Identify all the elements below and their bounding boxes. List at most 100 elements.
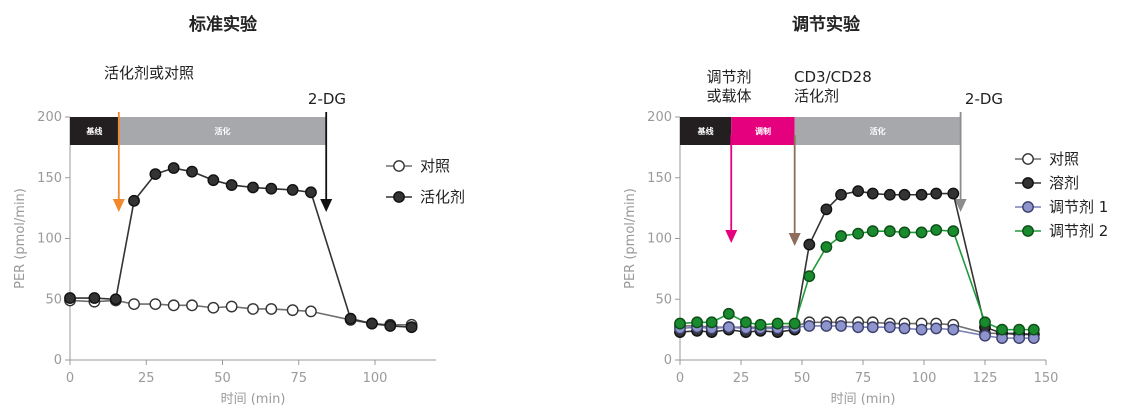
phase-band — [731, 117, 795, 145]
data-point — [128, 298, 140, 311]
data-point — [88, 292, 101, 304]
data-point — [186, 299, 198, 312]
annotation-arrow-head — [954, 199, 967, 212]
x-tick-label: 150 — [1034, 371, 1059, 386]
phase-band-label: 基线 — [85, 126, 102, 136]
legend-marker — [1022, 201, 1034, 213]
x-axis-title: 时间 (min) — [221, 392, 286, 407]
legend-label: 对照 — [1049, 150, 1079, 168]
annotation-arrow-head — [788, 233, 801, 246]
annotation-arrow-head — [112, 199, 125, 212]
data-point — [1027, 323, 1040, 336]
x-tick-label: 0 — [66, 371, 74, 386]
data-point — [852, 185, 865, 198]
phase-band-label: 活化 — [215, 126, 231, 136]
data-point — [186, 165, 198, 178]
annotation-arrow — [320, 112, 333, 212]
data-point — [979, 316, 991, 329]
series-line — [70, 167, 412, 328]
legend-marker — [1022, 153, 1034, 165]
data-point — [947, 225, 960, 238]
data-point — [722, 307, 735, 320]
data-point — [883, 321, 896, 334]
x-tick-label: 75 — [290, 371, 307, 386]
data-point — [883, 188, 896, 201]
data-point — [866, 225, 879, 238]
phase-band — [680, 117, 732, 145]
legend-label: 活化剂 — [420, 188, 465, 206]
data-point — [225, 300, 238, 313]
data-point — [866, 187, 879, 200]
annotation-arrow-head — [725, 230, 738, 243]
data-point — [898, 188, 911, 201]
x-tick-label: 75 — [855, 371, 872, 386]
data-point — [771, 317, 784, 330]
y-tick-label: 200 — [37, 110, 62, 125]
data-point — [820, 241, 833, 253]
annotation-arrow-head — [320, 199, 333, 212]
data-point — [705, 316, 718, 329]
data-point — [883, 225, 896, 238]
data-point — [109, 293, 122, 306]
x-tick-label: 100 — [912, 371, 937, 386]
data-point — [128, 194, 140, 207]
annotation-arrow — [954, 112, 967, 212]
annotation-label: CD3/CD28 — [794, 68, 872, 86]
data-point — [405, 321, 418, 334]
legend-marker — [393, 160, 405, 172]
legend-label: 溶剂 — [1049, 174, 1079, 192]
data-point — [366, 317, 378, 330]
legend-label: 调节剂 2 — [1049, 222, 1108, 240]
y-tick-label: 200 — [647, 110, 672, 125]
annotation-label: 2-DG — [308, 90, 346, 108]
legend-marker — [393, 191, 405, 203]
data-point — [835, 188, 847, 201]
data-point — [898, 322, 911, 335]
data-point — [286, 304, 299, 317]
data-point — [930, 224, 943, 236]
data-point — [384, 320, 397, 332]
data-point — [915, 226, 928, 239]
data-point — [803, 238, 816, 251]
data-point — [247, 303, 259, 315]
series-line — [679, 229, 1034, 331]
data-point — [788, 317, 801, 330]
data-point — [265, 303, 278, 315]
data-point — [835, 230, 847, 242]
annotation-label: 调节剂 — [706, 68, 751, 86]
data-point — [852, 227, 865, 240]
annotation-arrow — [788, 135, 801, 246]
y-tick-label: 100 — [37, 232, 62, 247]
x-tick-label: 50 — [214, 371, 231, 386]
data-point — [305, 305, 317, 318]
y-tick-label: 150 — [37, 171, 62, 186]
data-point — [344, 312, 357, 325]
data-point — [803, 320, 816, 332]
x-tick-label: 25 — [138, 371, 155, 386]
x-tick-label: 125 — [973, 371, 998, 386]
data-point — [898, 226, 911, 239]
data-point — [207, 174, 220, 187]
data-point — [722, 321, 735, 334]
x-tick-label: 0 — [676, 371, 684, 386]
legend-label: 调节剂 1 — [1049, 198, 1108, 216]
annotation-label: 活化剂或对照 — [104, 64, 194, 82]
data-point — [207, 301, 220, 314]
y-tick-label: 50 — [655, 292, 672, 307]
data-point — [930, 322, 943, 335]
data-point — [979, 329, 991, 342]
data-point — [1013, 323, 1026, 336]
data-point — [167, 299, 180, 312]
x-tick-label: 25 — [733, 371, 750, 386]
phase-band — [70, 117, 119, 145]
y-tick-label: 100 — [647, 232, 672, 247]
y-tick-label: 0 — [54, 353, 62, 368]
data-point — [167, 162, 180, 174]
annotation-arrow — [725, 135, 738, 243]
chart1-plot: 0 50 100 150 200 0 25 50 75 100 时间 (min) PER (pmol/… — [13, 64, 465, 407]
phase-band — [794, 117, 961, 145]
data-point — [225, 179, 238, 191]
data-point — [149, 298, 162, 311]
data-point — [691, 316, 703, 329]
